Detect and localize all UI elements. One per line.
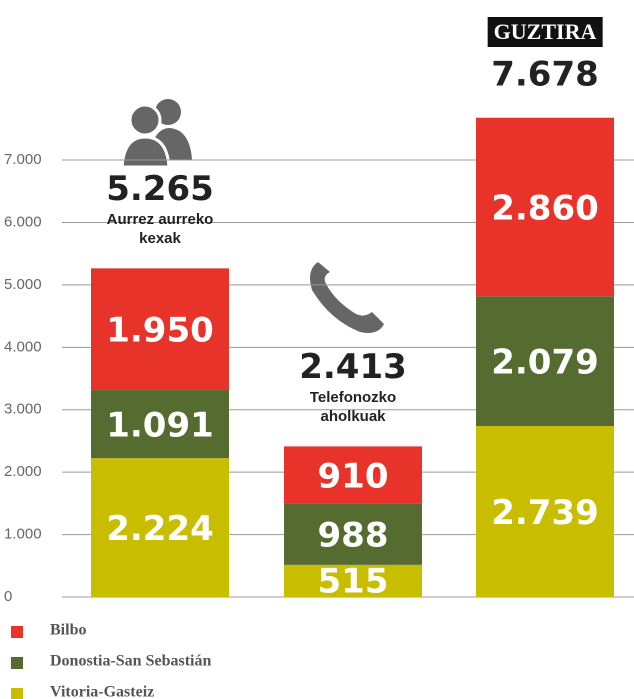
bar-segment xyxy=(91,458,229,597)
y-tick-label: 4.000 xyxy=(4,338,42,355)
value-label: 1.091 xyxy=(106,406,214,446)
bar-segment xyxy=(91,268,229,391)
value-label: 2.860 xyxy=(491,188,599,228)
person-icon xyxy=(120,99,192,169)
total-label: 2.413 xyxy=(299,347,407,387)
legend-swatch xyxy=(11,626,23,638)
legend-swatch xyxy=(11,688,23,699)
y-tick-label: 5.000 xyxy=(4,276,42,293)
value-label: 2.739 xyxy=(491,493,599,533)
y-tick-label: 0 xyxy=(4,588,12,605)
value-label: 988 xyxy=(318,516,389,556)
value-label: 2.079 xyxy=(491,343,599,383)
bar-segment xyxy=(476,117,614,297)
total-label: 5.265 xyxy=(106,169,214,209)
phone-icon xyxy=(310,262,384,333)
total-label: 7.678 xyxy=(491,55,599,95)
category-label: Telefonozko aholkuak xyxy=(309,389,397,426)
y-tick-label: 3.000 xyxy=(4,401,42,418)
y-tick-label: 1.000 xyxy=(4,526,42,543)
y-tick-label: 6.000 xyxy=(4,213,42,230)
bar-segment xyxy=(284,503,422,565)
bar-segment xyxy=(284,446,422,504)
value-label: 910 xyxy=(318,456,389,496)
legend-swatch xyxy=(11,657,23,669)
category-label: GUZTIRA xyxy=(487,17,603,47)
bar-segment xyxy=(284,564,422,597)
legend-label: Vitoria-Gasteiz xyxy=(50,684,154,699)
category-label: Aurrez aurreko kexak xyxy=(106,211,214,248)
value-label: 515 xyxy=(318,562,389,602)
bar-segment xyxy=(91,390,229,459)
bar-segment xyxy=(476,426,614,597)
legend-label: Donostia-San Sebastián xyxy=(50,653,211,670)
value-label: 2.224 xyxy=(106,509,214,549)
bar-segment xyxy=(476,296,614,427)
legend-label: Bilbo xyxy=(50,622,86,639)
y-tick-label: 2.000 xyxy=(4,463,42,480)
value-label: 1.950 xyxy=(106,311,214,351)
y-tick-label: 7.000 xyxy=(4,151,42,168)
